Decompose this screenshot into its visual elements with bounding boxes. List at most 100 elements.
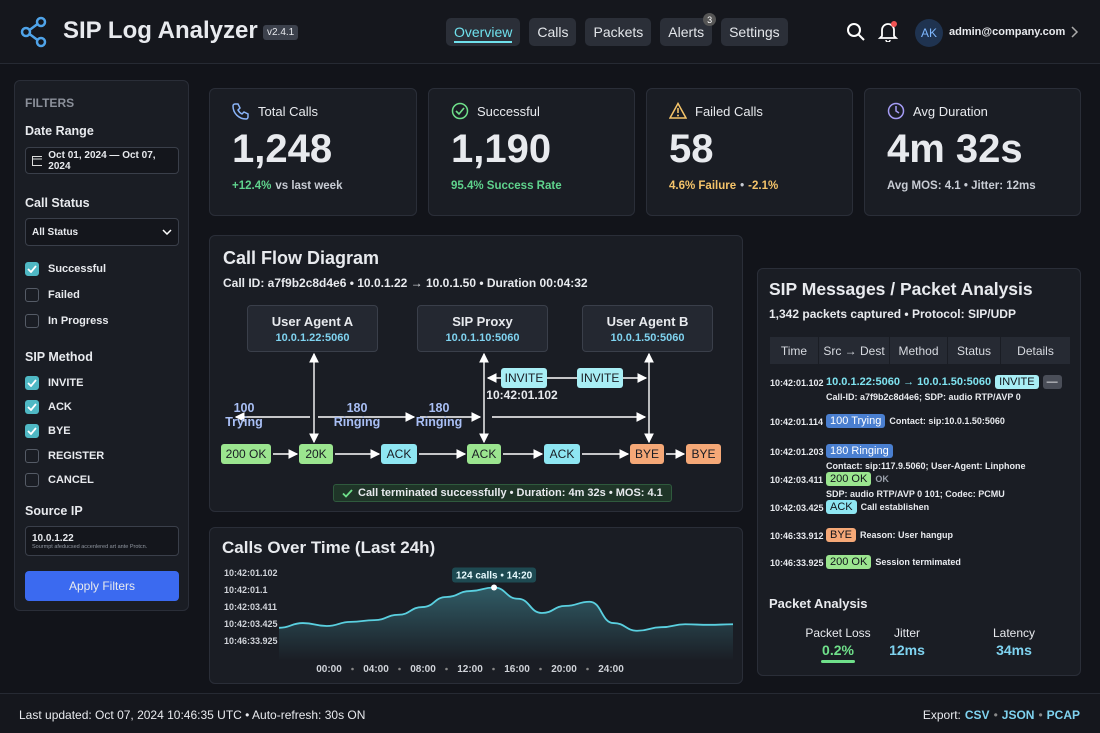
metric-value: 34ms bbox=[996, 642, 1032, 658]
kpi-label: Successful bbox=[477, 104, 540, 119]
checkbox[interactable]: Failed bbox=[25, 288, 80, 302]
x-tick-label: 04:00 bbox=[363, 664, 389, 675]
note-part: vs last week bbox=[275, 180, 343, 192]
nav-button[interactable]: Alerts 3 bbox=[660, 13, 717, 46]
metric-value: 12ms bbox=[889, 642, 925, 658]
kpi-card: Successful 1,190 95.4% Success Rate bbox=[428, 88, 635, 216]
column-header: Src → Dest bbox=[819, 337, 889, 364]
x-separator bbox=[586, 667, 589, 671]
metric: Jitter 12ms bbox=[867, 626, 947, 658]
row-detail: Contact: sip:10.0.1.50:5060 bbox=[889, 416, 1005, 426]
node-name: User Agent A bbox=[271, 314, 354, 329]
kpi-note: 95.4% Success Rate bbox=[451, 180, 562, 192]
check-mark bbox=[27, 265, 37, 273]
checkbox-label: CANCEL bbox=[48, 473, 94, 486]
ip-input[interactable]: 10.0.1.22 Sourmpt afeducsed accenlered a… bbox=[25, 526, 179, 556]
checkbox-box bbox=[25, 262, 39, 276]
note-part: -2.1% bbox=[748, 180, 779, 192]
badge: ACK bbox=[826, 500, 857, 514]
export-link[interactable]: JSON bbox=[1001, 708, 1035, 722]
column-header: Time bbox=[770, 337, 818, 364]
bell-icon[interactable] bbox=[877, 20, 899, 42]
export: Export: CSV • JSON • PCAP bbox=[923, 708, 1080, 722]
user[interactable]: admin@company.com bbox=[949, 26, 1066, 38]
nav-label: Overview bbox=[454, 24, 513, 40]
sip-panel: SIP Messages / Packet Analysis 1,342 pac… bbox=[757, 268, 1081, 676]
tooltip: 124 calls • 14:20 bbox=[456, 570, 533, 581]
search-icon[interactable] bbox=[846, 22, 866, 42]
status-text: Call terminated successfully • Duration:… bbox=[358, 487, 663, 499]
panel-subtitle: Call ID: a7f9b2c8d4e6 • 10.0.1.22 → 10.0… bbox=[223, 276, 588, 290]
checkbox[interactable]: In Progress bbox=[25, 314, 109, 328]
flow-node: SIP Proxy 10.0.1.10:5060 bbox=[417, 305, 548, 352]
metric: Packet Loss 0.2% bbox=[798, 626, 878, 663]
nav-button[interactable]: Packets bbox=[585, 18, 652, 46]
panel-title: SIP Messages / Packet Analysis bbox=[769, 279, 1033, 299]
apply-button[interactable]: Apply Filters bbox=[25, 571, 179, 601]
checkbox[interactable]: REGISTER bbox=[25, 448, 104, 463]
row-content: ACK Call establishen bbox=[826, 500, 1070, 514]
note-part: 4.6% Failure bbox=[669, 180, 737, 192]
separator: • bbox=[993, 708, 998, 722]
row-time: 10:42:01.114 bbox=[770, 417, 824, 427]
row-detail: Session termimated bbox=[875, 557, 961, 567]
checkbox-box bbox=[25, 400, 39, 415]
check-icon bbox=[342, 488, 353, 498]
checkbox-label: Failed bbox=[48, 289, 80, 301]
metric-label: Latency bbox=[992, 626, 1036, 640]
nav-button[interactable]: Overview bbox=[446, 18, 521, 46]
kpi-icon bbox=[232, 102, 250, 125]
flow-box: ACK bbox=[381, 444, 417, 464]
x-tick-label: 20:00 bbox=[551, 664, 577, 675]
nav-label: Packets bbox=[593, 24, 644, 40]
nav-badge: 3 bbox=[703, 13, 717, 26]
metric-value: 0.2% bbox=[822, 642, 854, 658]
flow-box: BYE bbox=[686, 444, 721, 464]
badge: 180 Ringing bbox=[826, 444, 893, 458]
checkbox[interactable]: ACK bbox=[25, 400, 72, 415]
checkbox-label: INVITE bbox=[48, 377, 84, 389]
export-link[interactable]: CSV bbox=[964, 708, 990, 722]
panel-subtitle: 1,342 packets captured • Protocol: SIP/U… bbox=[769, 307, 1016, 321]
nav-label: Settings bbox=[729, 24, 780, 40]
export-link[interactable]: PCAP bbox=[1046, 708, 1080, 722]
node-name: SIP Proxy bbox=[452, 314, 513, 329]
calendar-icon bbox=[32, 156, 43, 166]
nav-button[interactable]: Settings bbox=[721, 18, 788, 46]
badge: BYE bbox=[826, 528, 857, 542]
badge: — bbox=[1042, 375, 1062, 389]
status-select[interactable]: All Status bbox=[25, 218, 179, 246]
icon bbox=[887, 102, 905, 120]
flow-box: ACK bbox=[544, 444, 580, 464]
checkbox[interactable]: INVITE bbox=[25, 376, 83, 390]
checkbox[interactable]: Successful bbox=[25, 262, 106, 276]
app-title: SIP Log Analyzer bbox=[63, 17, 258, 44]
avatar[interactable]: AK bbox=[915, 19, 943, 47]
row-detail: SDP: audio RTP/AVP 0 101; Codec: PCMU bbox=[826, 489, 1005, 499]
panel-title: Calls Over Time (Last 24h) bbox=[222, 538, 436, 557]
date-input[interactable]: Oct 01, 2024 — Oct 07, 2024 bbox=[25, 147, 179, 174]
column-header: Method bbox=[890, 337, 947, 364]
y-tick-label: 10:42:01.1 bbox=[224, 585, 268, 595]
ip-value: 10.0.1.22 bbox=[32, 532, 74, 544]
nav: Overview Calls Packets Alerts 3 Settings bbox=[446, 13, 788, 46]
invite-badge: INVITE bbox=[501, 368, 547, 388]
x-separator bbox=[492, 667, 495, 671]
flow-box: BYE bbox=[630, 444, 664, 464]
chevron[interactable] bbox=[1069, 26, 1079, 38]
checkbox-label: In Progress bbox=[48, 315, 109, 327]
checkbox[interactable]: CANCEL bbox=[25, 472, 94, 487]
y-tick-label: 10:46:33.925 bbox=[224, 636, 278, 646]
nav-label: Calls bbox=[537, 24, 569, 40]
x-tick-label: 24:00 bbox=[598, 664, 624, 675]
column-header: Status bbox=[948, 337, 1000, 364]
metric-label: Jitter bbox=[893, 626, 920, 640]
kpi-label: Failed Calls bbox=[695, 104, 763, 119]
kpi-card: Avg Duration 4m 32s Avg MOS: 4.1 • Jitter:… bbox=[864, 88, 1081, 216]
checkbox[interactable]: BYE bbox=[25, 424, 71, 439]
date-value: Oct 01, 2024 — Oct 07, 2024 bbox=[48, 149, 156, 172]
checkbox-box bbox=[25, 472, 39, 487]
check-mark bbox=[27, 379, 37, 387]
nav-button[interactable]: Calls bbox=[529, 18, 577, 46]
